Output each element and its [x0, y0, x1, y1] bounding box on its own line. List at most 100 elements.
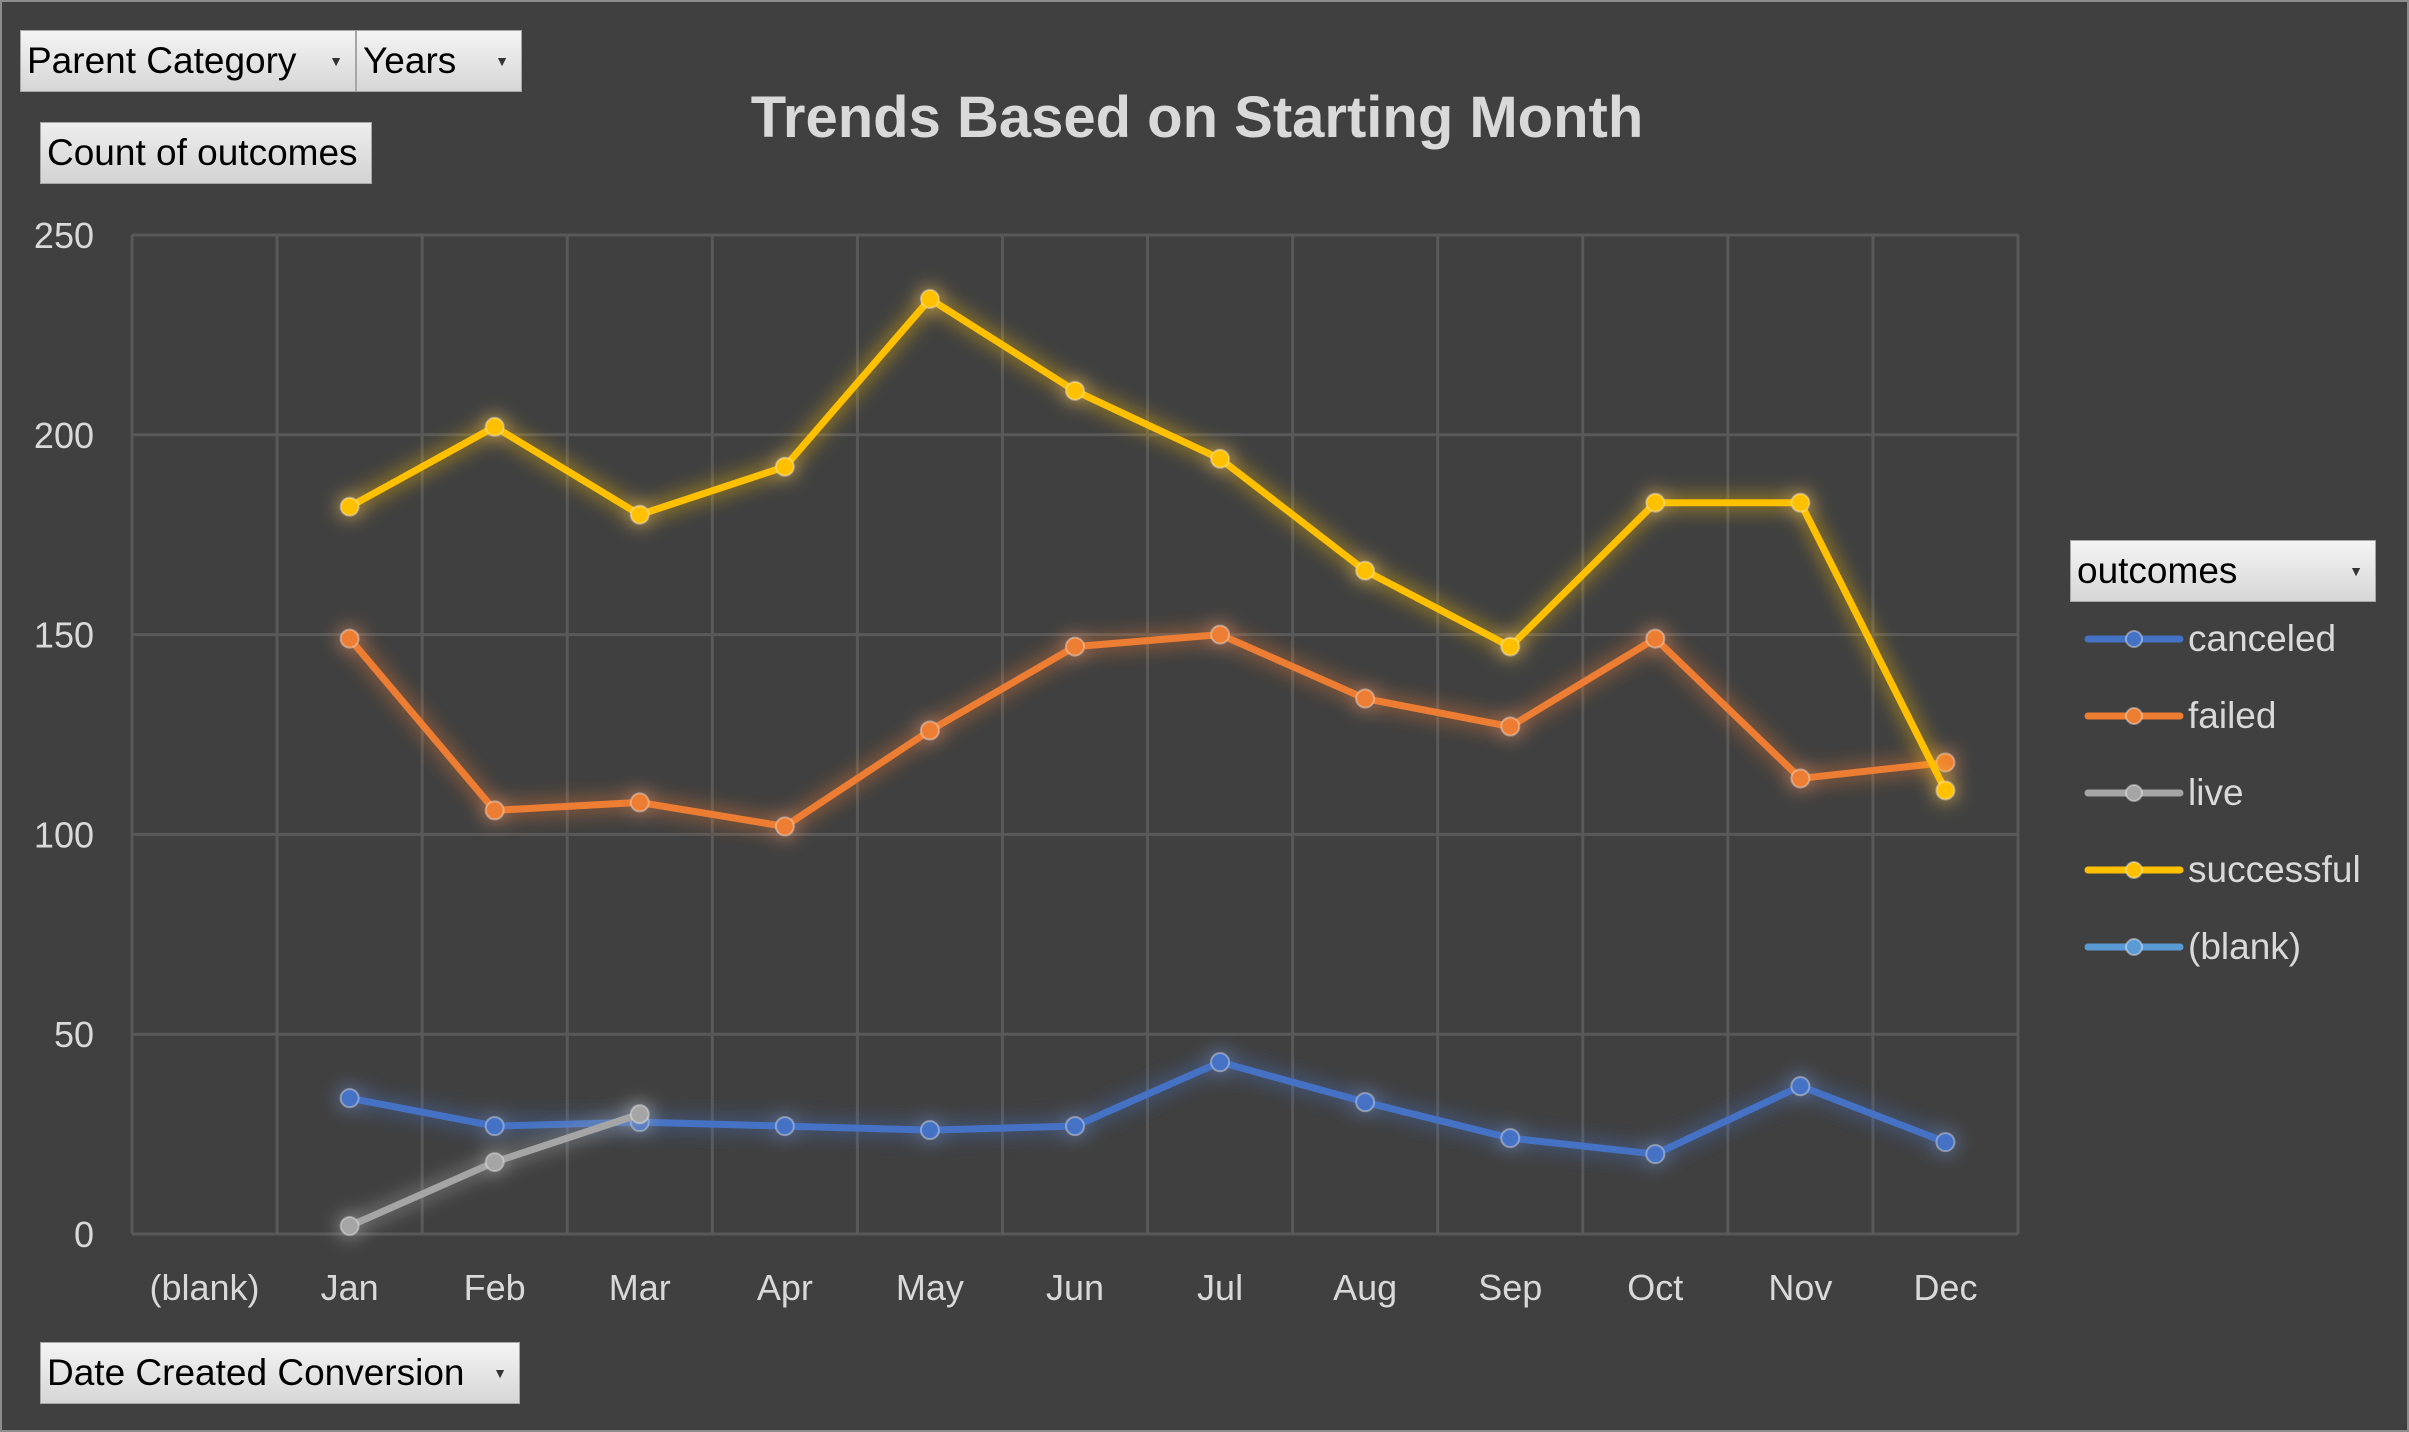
legend-label: (blank): [2188, 926, 2302, 967]
chevron-down-icon: ▼: [495, 53, 509, 69]
data-point-canceled: [919, 1120, 940, 1141]
data-point-canceled: [1065, 1116, 1085, 1137]
legend-swatch: [2084, 784, 2184, 802]
data-point-canceled: [1645, 1144, 1666, 1165]
x-tick-label: Mar: [609, 1267, 671, 1308]
legend-item-live[interactable]: live: [2084, 768, 2244, 818]
data-point-canceled: [1210, 1052, 1231, 1073]
legend-swatch: [2084, 861, 2184, 879]
value-field-label: Count of outcomes: [47, 132, 358, 173]
y-tick-label: 150: [34, 615, 94, 656]
data-point-failed: [774, 816, 795, 837]
y-axis-tick-labels: 0 50 100 150 200 250: [34, 215, 94, 1255]
data-point-successful: [1065, 380, 1085, 401]
y-tick-label: 0: [74, 1214, 94, 1255]
date-created-filter-label: Date Created Conversion: [47, 1352, 465, 1393]
x-tick-label: Oct: [1627, 1267, 1683, 1308]
data-point-successful: [339, 496, 360, 517]
data-point-canceled: [774, 1116, 795, 1137]
legend-label: failed: [2188, 695, 2277, 736]
x-tick-label: May: [896, 1267, 964, 1308]
data-point-successful: [919, 288, 940, 309]
legend-label: canceled: [2188, 618, 2337, 659]
x-tick-label: Dec: [1913, 1267, 1977, 1308]
legend-marker: [2125, 861, 2143, 879]
x-tick-label: Apr: [757, 1267, 813, 1308]
legend-marker: [2125, 938, 2143, 956]
data-point-successful: [629, 504, 650, 525]
data-point-failed: [629, 792, 650, 813]
parent-category-filter-button[interactable]: Parent Category ▼: [20, 30, 356, 92]
outcomes-legend-filter-button[interactable]: outcomes ▼: [2070, 540, 2376, 602]
value-field-button[interactable]: Count of outcomes: [40, 122, 372, 184]
y-tick-label: 200: [34, 415, 94, 456]
x-tick-label: Nov: [1768, 1267, 1832, 1308]
data-point-failed: [1355, 688, 1376, 709]
legend-marker: [2125, 630, 2143, 648]
data-point-canceled: [1790, 1076, 1811, 1097]
data-point-successful: [1500, 636, 1521, 657]
y-tick-label: 100: [34, 814, 94, 855]
data-point-successful: [1935, 780, 1956, 801]
date-created-filter-button[interactable]: Date Created Conversion ▼: [40, 1342, 520, 1404]
x-tick-label: Jan: [321, 1267, 379, 1308]
data-point-failed: [339, 628, 360, 649]
series-failed: [339, 624, 1956, 837]
data-point-failed: [1065, 636, 1085, 657]
data-point-successful: [774, 456, 795, 477]
data-point-successful: [1355, 560, 1376, 581]
chevron-down-icon: ▼: [329, 53, 343, 69]
data-point-successful: [1210, 448, 1231, 469]
outcomes-legend-filter-label: outcomes: [2077, 550, 2238, 591]
x-tick-label: Sep: [1478, 1267, 1542, 1308]
data-point-failed: [1790, 768, 1811, 789]
y-tick-label: 50: [54, 1014, 94, 1055]
data-point-failed: [919, 720, 940, 741]
data-point-live: [484, 1152, 505, 1173]
data-point-canceled: [339, 1088, 360, 1109]
data-point-canceled: [1355, 1092, 1376, 1113]
legend-label: live: [2188, 772, 2244, 813]
data-point-canceled: [1935, 1132, 1956, 1153]
legend-item-successful[interactable]: successful: [2084, 845, 2361, 895]
data-point-failed: [1935, 752, 1956, 773]
x-tick-label: Feb: [464, 1267, 526, 1308]
data-point-canceled: [1500, 1128, 1521, 1149]
x-tick-label: Jun: [1046, 1267, 1104, 1308]
x-tick-label: (blank): [150, 1267, 260, 1308]
legend-swatch: [2084, 707, 2184, 725]
series-lines: [339, 288, 1956, 1237]
years-filter-label: Years: [363, 40, 457, 81]
legend-item-canceled[interactable]: canceled: [2084, 614, 2336, 664]
data-point-failed: [1645, 628, 1666, 649]
data-point-live: [629, 1104, 650, 1125]
data-point-successful: [484, 416, 505, 437]
data-point-live: [339, 1216, 360, 1237]
x-axis-tick-labels: (blank) Jan Feb Mar Apr May Jun Jul Aug Sep Oct Nov…: [150, 1267, 1978, 1308]
legend-swatch: [2084, 938, 2184, 956]
series-line-successful: [346, 295, 1949, 794]
legend-marker: [2125, 784, 2143, 802]
years-filter-button[interactable]: Years ▼: [356, 30, 522, 92]
x-tick-label: Jul: [1197, 1267, 1243, 1308]
y-tick-label: 250: [34, 215, 94, 256]
data-point-failed: [1210, 624, 1231, 645]
series-line-failed: [346, 631, 1949, 830]
gridlines: [130, 233, 2020, 1236]
chart-title: Trends Based on Starting Month: [750, 85, 1644, 150]
data-point-successful: [1645, 492, 1666, 513]
legend-swatch: [2084, 630, 2184, 648]
data-point-failed: [1500, 716, 1521, 737]
legend-item-blank[interactable]: (blank): [2084, 922, 2301, 972]
legend-item-failed[interactable]: failed: [2084, 691, 2276, 741]
data-point-successful: [1790, 492, 1811, 513]
series-live: [339, 1104, 650, 1237]
legend-marker: [2125, 707, 2143, 725]
data-point-canceled: [484, 1116, 505, 1137]
parent-category-filter-label: Parent Category: [27, 40, 297, 81]
data-point-failed: [484, 800, 505, 821]
series-successful: [339, 288, 1956, 801]
x-tick-label: Aug: [1333, 1267, 1397, 1308]
